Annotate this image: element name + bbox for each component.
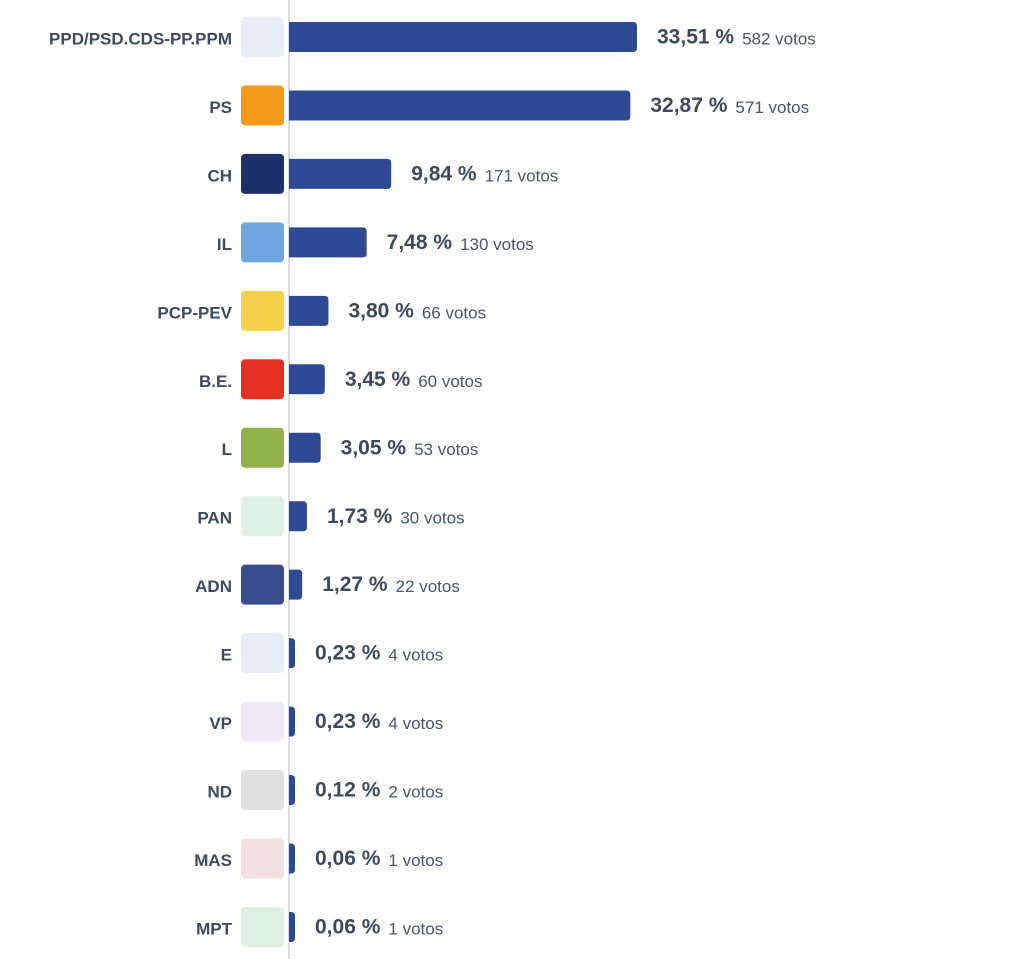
value-label: 1,27 % bbox=[322, 573, 388, 596]
value-label: 3,80 % bbox=[348, 299, 414, 322]
bar bbox=[289, 501, 307, 532]
value-label: 1,73 % bbox=[327, 505, 393, 528]
party-logo bbox=[241, 359, 284, 400]
party-logo bbox=[241, 770, 284, 811]
votes-label: 22 votos bbox=[396, 577, 460, 596]
category-label: E bbox=[221, 646, 232, 665]
category-label: PS bbox=[209, 98, 232, 117]
party-logo bbox=[241, 906, 284, 947]
bar bbox=[289, 22, 637, 52]
bar bbox=[289, 364, 325, 395]
votes-label: 582 votos bbox=[742, 29, 816, 48]
value-label: 32,87 % bbox=[650, 94, 727, 117]
party-logo bbox=[241, 633, 284, 674]
value-label: 3,05 % bbox=[341, 436, 407, 459]
votes-label: 4 votos bbox=[388, 714, 443, 733]
value-label: 0,12 % bbox=[315, 779, 381, 802]
bar bbox=[289, 227, 367, 258]
votes-label: 4 votos bbox=[388, 646, 443, 665]
votes-label: 130 votos bbox=[460, 235, 534, 254]
value-label: 33,51 % bbox=[657, 26, 734, 49]
party-logo bbox=[241, 290, 284, 331]
party-logo bbox=[241, 496, 284, 537]
category-label: IL bbox=[217, 235, 232, 254]
category-label: VP bbox=[209, 714, 232, 733]
value-label: 3,45 % bbox=[345, 368, 411, 391]
party-logo bbox=[241, 564, 284, 605]
votes-label: 66 votos bbox=[422, 303, 486, 322]
bar bbox=[289, 90, 631, 121]
votes-label: 171 votos bbox=[485, 166, 559, 185]
value-label: 0,06 % bbox=[315, 916, 381, 939]
bar bbox=[289, 706, 295, 737]
category-label: PCP-PEV bbox=[157, 303, 232, 322]
bar bbox=[289, 295, 329, 326]
value-label: 9,84 % bbox=[411, 162, 477, 185]
category-label: MPT bbox=[196, 919, 233, 938]
votes-label: 53 votos bbox=[414, 440, 478, 459]
value-label: 0,23 % bbox=[315, 642, 381, 665]
value-label: 7,48 % bbox=[387, 231, 453, 254]
category-label: L bbox=[222, 440, 232, 459]
category-label: MAS bbox=[194, 851, 232, 870]
category-label: PAN bbox=[197, 509, 232, 528]
votes-label: 1 votos bbox=[388, 919, 443, 938]
bar bbox=[289, 569, 303, 600]
bar bbox=[289, 775, 295, 806]
bar bbox=[289, 158, 392, 189]
party-logo bbox=[241, 427, 284, 468]
votes-label: 1 votos bbox=[388, 851, 443, 870]
votes-label: 60 votos bbox=[418, 372, 482, 391]
votes-label: 2 votos bbox=[388, 783, 443, 802]
category-label: ADN bbox=[195, 577, 232, 596]
party-logo bbox=[241, 153, 284, 194]
votes-label: 571 votos bbox=[735, 98, 809, 117]
value-label: 0,23 % bbox=[315, 710, 381, 733]
bar bbox=[289, 911, 295, 942]
category-label: B.E. bbox=[199, 372, 232, 391]
party-logo bbox=[241, 85, 284, 126]
party-logo bbox=[241, 17, 284, 57]
party-logo bbox=[241, 222, 284, 263]
party-logo bbox=[241, 838, 284, 879]
category-label: ND bbox=[207, 783, 232, 802]
bar bbox=[289, 432, 321, 463]
bar bbox=[289, 843, 295, 874]
category-label: PPD/PSD.CDS-PP.PPM bbox=[49, 29, 232, 48]
party-logo bbox=[241, 701, 284, 742]
value-label: 0,06 % bbox=[315, 847, 381, 870]
votes-label: 30 votos bbox=[400, 509, 464, 528]
bar bbox=[289, 638, 295, 669]
category-label: CH bbox=[207, 166, 232, 185]
